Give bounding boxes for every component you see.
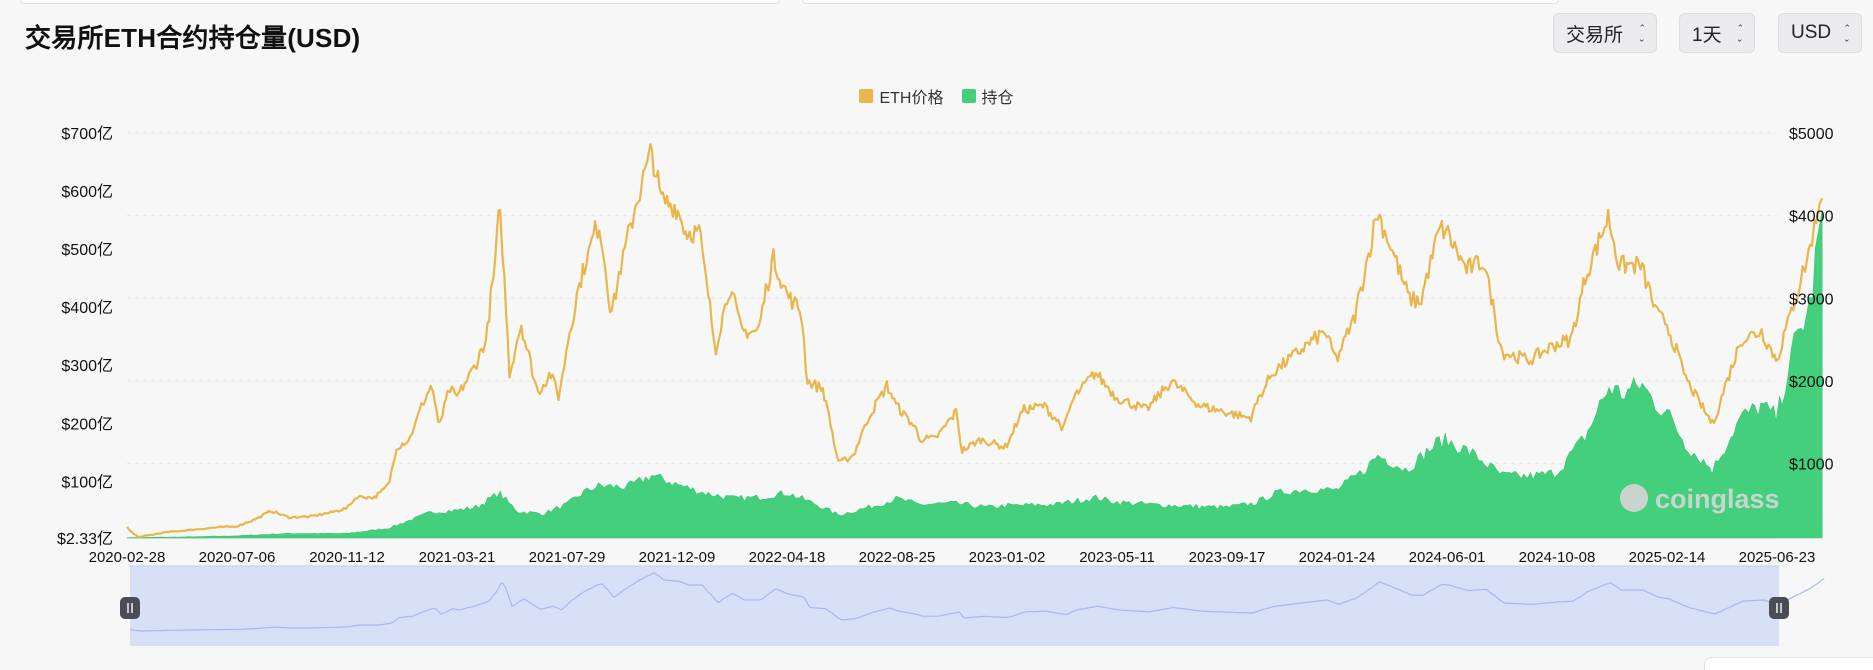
x-tick-label: 2020-02-28 bbox=[89, 549, 166, 566]
y-right-tick-label: $5000 bbox=[1789, 126, 1834, 143]
handle-body[interactable] bbox=[1769, 597, 1789, 619]
y-left-tick-label: $300亿 bbox=[61, 357, 113, 375]
y-left-tick-label: $100亿 bbox=[61, 473, 113, 491]
chart-legend: ETH价格 持仓 bbox=[0, 84, 1873, 108]
x-tick-label: 2025-02-14 bbox=[1629, 549, 1706, 566]
interval-select[interactable]: 1天 ⌃ ⌃ bbox=[1679, 13, 1755, 53]
y-left-tick-label: $500亿 bbox=[61, 241, 113, 259]
watermark-logo-mark bbox=[1620, 484, 1648, 512]
navigator-line bbox=[129, 572, 1825, 632]
watermark-text: coinglass bbox=[1655, 484, 1780, 514]
exchange-select-label: 交易所 bbox=[1566, 24, 1624, 46]
oi-area bbox=[126, 209, 1823, 539]
x-tick-label: 2023-09-17 bbox=[1189, 549, 1266, 566]
interval-select-label: 1天 bbox=[1692, 24, 1722, 46]
legend-label-oi: 持仓 bbox=[981, 90, 1014, 107]
x-tick-label: 2021-12-09 bbox=[639, 549, 716, 566]
y-right-tick-label: $3000 bbox=[1789, 291, 1834, 308]
exchange-select[interactable]: 交易所 ⌃ ⌃ bbox=[1553, 13, 1657, 53]
chevron-up-down-icon: ⌃ ⌃ bbox=[1736, 23, 1744, 44]
x-tick-label: 2023-01-02 bbox=[969, 549, 1046, 566]
x-tick-label: 2022-08-25 bbox=[859, 549, 936, 566]
y-right-tick-label: $2000 bbox=[1789, 374, 1834, 391]
y-left-tick-label: $200亿 bbox=[61, 415, 113, 433]
x-tick-label: 2023-05-11 bbox=[1079, 549, 1155, 566]
coinglass-logo-icon bbox=[1620, 484, 1648, 512]
x-tick-label: 2020-11-12 bbox=[309, 549, 385, 566]
x-tick-label: 2024-01-24 bbox=[1299, 549, 1376, 566]
legend-item-oi[interactable]: 持仓 bbox=[961, 84, 1014, 108]
y-left-tick-label: $2.33亿 bbox=[57, 530, 113, 548]
chevron-up-down-icon: ⌃ ⌃ bbox=[1638, 23, 1646, 44]
legend-item-price[interactable]: ETH价格 bbox=[859, 84, 944, 108]
y-left-tick-label: $400亿 bbox=[61, 299, 113, 317]
x-tick-label: 2021-03-21 bbox=[419, 549, 496, 566]
y-left-tick-label: $700亿 bbox=[61, 125, 113, 143]
navigator-background bbox=[130, 566, 1779, 646]
x-tick-label: 2020-07-06 bbox=[199, 549, 276, 566]
corner-panel-edge bbox=[1704, 657, 1873, 670]
handle-body[interactable] bbox=[120, 597, 140, 619]
x-tick-label: 2021-07-29 bbox=[529, 549, 606, 566]
page-title: 交易所ETH合约持仓量(USD) bbox=[25, 23, 361, 53]
y-right-tick-label: $4000 bbox=[1789, 209, 1834, 226]
x-tick-label: 2025-06-23 bbox=[1739, 549, 1816, 566]
x-tick-label: 2022-04-18 bbox=[749, 549, 826, 566]
navigator-handle-left[interactable] bbox=[120, 597, 140, 619]
y-left-tick-label: $600亿 bbox=[61, 183, 113, 201]
currency-select-label: USD bbox=[1791, 22, 1832, 43]
navigator-handle-right[interactable] bbox=[1769, 597, 1789, 619]
x-tick-label: 2024-10-08 bbox=[1519, 549, 1596, 566]
y-right-tick-label: $1000 bbox=[1789, 457, 1834, 474]
legend-swatch-price bbox=[859, 89, 874, 103]
currency-select[interactable]: USD ⌃ ⌃ bbox=[1778, 13, 1862, 53]
price-line bbox=[126, 143, 1824, 539]
x-tick-label: 2024-06-01 bbox=[1409, 549, 1486, 566]
chevron-up-down-icon: ⌃ ⌃ bbox=[1843, 23, 1851, 44]
legend-label-price: ETH价格 bbox=[879, 90, 944, 107]
legend-swatch-oi bbox=[961, 89, 976, 103]
